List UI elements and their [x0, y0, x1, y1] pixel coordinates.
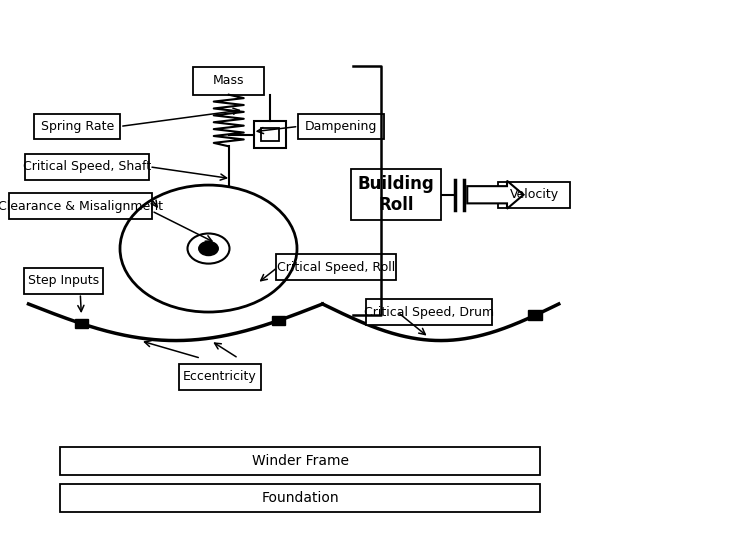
- Bar: [194, 67, 264, 95]
- Bar: [261, 128, 279, 141]
- Bar: [254, 121, 286, 148]
- Circle shape: [199, 242, 218, 256]
- Text: Winder Frame: Winder Frame: [251, 454, 349, 468]
- Bar: [75, 318, 88, 328]
- Bar: [9, 193, 152, 219]
- Bar: [351, 169, 441, 221]
- Text: Mass: Mass: [213, 74, 244, 87]
- Text: Dampening: Dampening: [305, 120, 377, 133]
- Text: Velocity: Velocity: [509, 188, 559, 201]
- Bar: [528, 310, 542, 320]
- Text: Clearance & Misalignment: Clearance & Misalignment: [0, 200, 163, 213]
- Text: Critical Speed, Drum: Critical Speed, Drum: [364, 306, 494, 318]
- Text: Spring Rate: Spring Rate: [40, 120, 114, 133]
- Bar: [298, 114, 384, 139]
- Text: Critical Speed, Shaft: Critical Speed, Shaft: [23, 160, 151, 173]
- Bar: [26, 154, 148, 180]
- Text: Critical Speed, Roll: Critical Speed, Roll: [277, 261, 395, 274]
- Text: Step Inputs: Step Inputs: [28, 274, 99, 287]
- Text: Eccentricity: Eccentricity: [183, 370, 256, 383]
- Bar: [60, 484, 540, 512]
- Bar: [366, 299, 492, 325]
- Bar: [34, 114, 120, 139]
- Bar: [178, 364, 261, 390]
- Text: Building
Roll: Building Roll: [358, 175, 434, 214]
- Bar: [25, 268, 104, 294]
- FancyArrow shape: [467, 181, 524, 209]
- Bar: [276, 254, 396, 280]
- Bar: [272, 316, 285, 325]
- Text: Foundation: Foundation: [261, 491, 339, 505]
- Bar: [498, 182, 570, 208]
- Bar: [60, 447, 540, 475]
